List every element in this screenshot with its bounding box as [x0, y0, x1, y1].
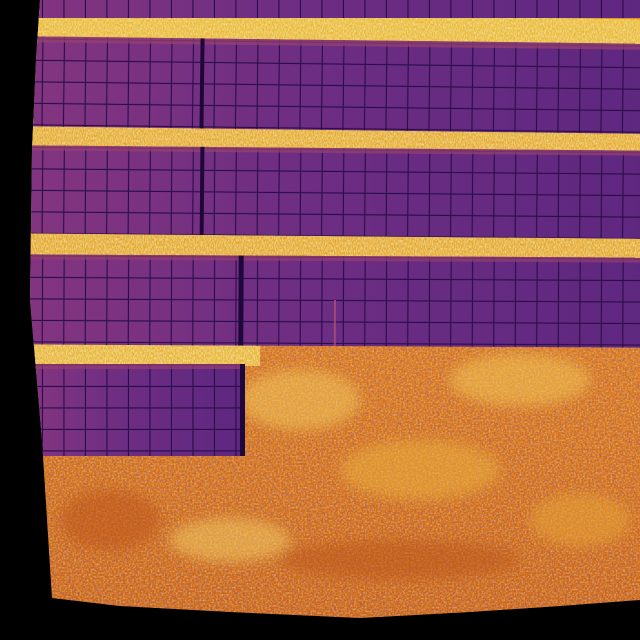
- panel-row-4: [30, 254, 640, 348]
- panel-row-3: [30, 145, 640, 239]
- panel-row-1: [30, 0, 640, 18]
- panel-row-2: [30, 36, 640, 135]
- panel-row-5: [30, 364, 245, 456]
